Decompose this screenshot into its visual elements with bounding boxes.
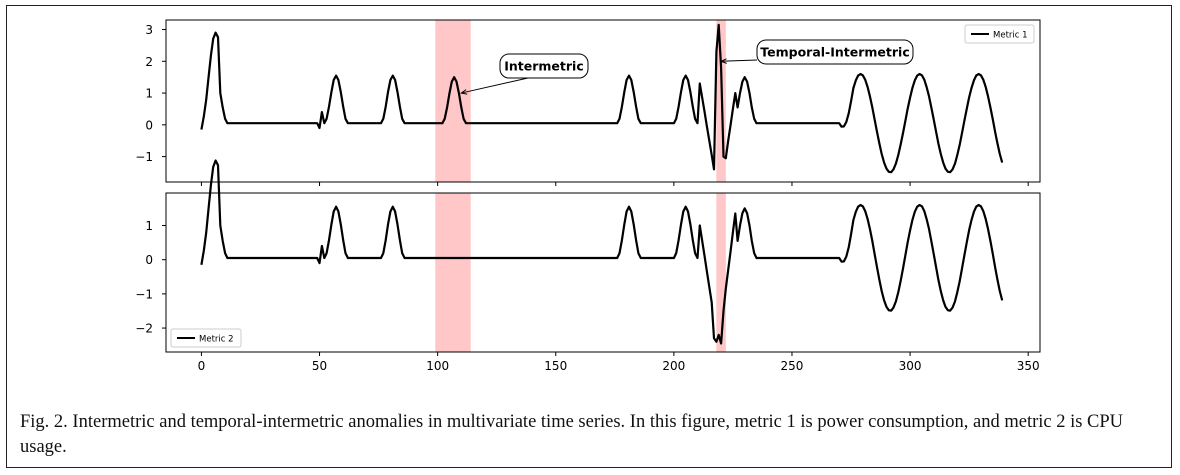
anomaly-span-1 xyxy=(435,193,471,352)
panel-1: 3 2 1 0 −1 Metric 1 Intermetric Temporal-Interm… xyxy=(135,19,1041,186)
figure-caption: Fig. 2. Intermetric and temporal-interme… xyxy=(20,412,1124,457)
y-tick-label: 0 xyxy=(145,253,153,267)
x-tick-label: 0 xyxy=(198,359,206,373)
x-tick-label: 300 xyxy=(899,359,922,373)
legend-box xyxy=(170,328,242,348)
legend-label: Metric 2 xyxy=(199,335,234,345)
y-tick-label: −2 xyxy=(135,322,153,336)
y-tick-label: 1 xyxy=(145,87,153,101)
annotation-arrowhead xyxy=(460,89,468,95)
annotation-box xyxy=(499,53,589,79)
anomaly-span-1 xyxy=(435,20,471,182)
series-line-metric-2 xyxy=(200,159,1004,345)
y-tick-label: 3 xyxy=(145,23,153,37)
annotation-label: Temporal-Intermetric xyxy=(760,45,909,60)
legend-box xyxy=(964,24,1035,44)
plot-frame xyxy=(165,192,1041,353)
x-tick-label: 200 xyxy=(662,359,685,373)
y-tick-label: 0 xyxy=(145,118,153,132)
figure-chart: 3 2 1 0 −1 Metric 1 Intermetric Temporal-Interm… xyxy=(135,19,1041,373)
annotation-arrowhead xyxy=(719,58,727,64)
plot-frame xyxy=(165,19,1041,183)
series-line-metric-1 xyxy=(200,23,1004,174)
legend-label: Metric 1 xyxy=(993,31,1028,41)
y-tick-label: −1 xyxy=(135,287,153,301)
y-tick-label: 1 xyxy=(145,219,153,233)
annotation-arrow xyxy=(721,59,758,62)
x-tick-label: 250 xyxy=(781,359,804,373)
y-tick-label: 2 xyxy=(145,55,153,69)
anomaly-span-2 xyxy=(716,193,726,352)
annotation-arrow xyxy=(461,77,529,94)
x-tick-label: 350 xyxy=(1017,359,1040,373)
x-tick-label: 50 xyxy=(312,359,327,373)
y-tick-label: −1 xyxy=(135,150,153,164)
annotation-label: Intermetric xyxy=(504,59,584,74)
annotation-box xyxy=(756,39,914,65)
figure-frame xyxy=(6,5,1172,468)
panel-2: 1 0 −1 −2 0 50 100 150 200 250 300 350 Metric 2 xyxy=(135,159,1041,373)
x-tick-label: 100 xyxy=(426,359,449,373)
x-tick-label: 150 xyxy=(544,359,567,373)
